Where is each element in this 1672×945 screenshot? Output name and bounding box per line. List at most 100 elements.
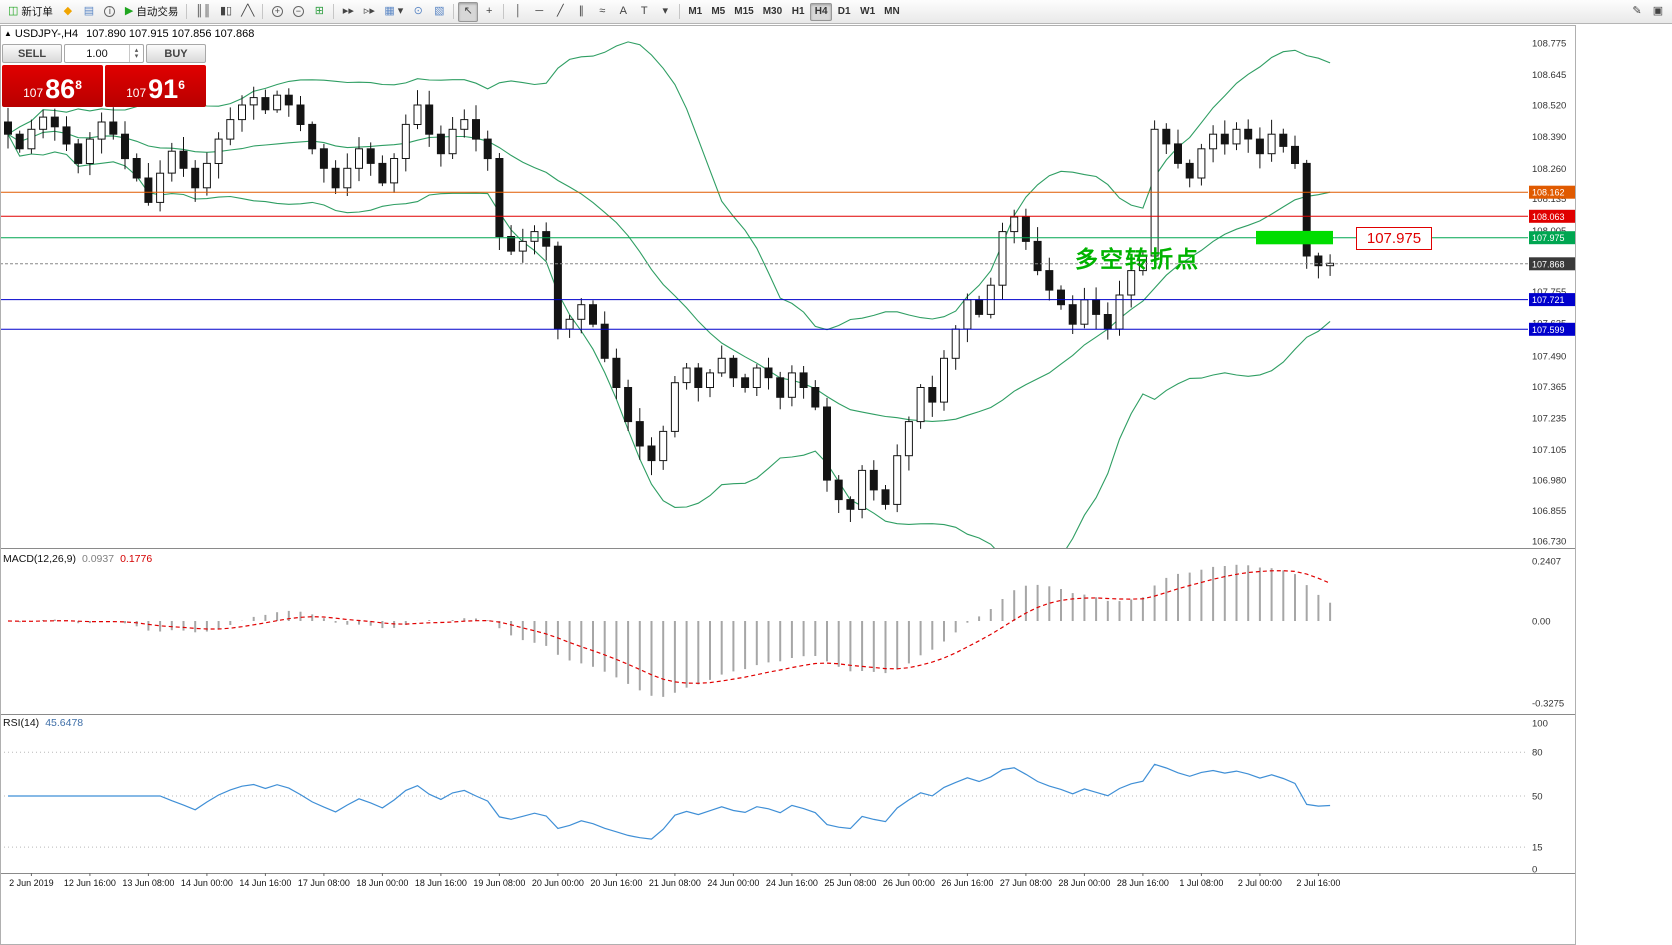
timeframe-h1-button[interactable]: H1: [791, 6, 805, 17]
ask-pipette: 6: [178, 78, 185, 92]
svg-text:50: 50: [1532, 792, 1543, 803]
rsi-pane-title: RSI(14) 45.6478: [3, 717, 83, 729]
cursor-icon: ↖: [463, 5, 473, 17]
timeframe-d1-button[interactable]: D1: [837, 6, 851, 17]
market-watch-button[interactable]: ◆: [58, 2, 78, 22]
svg-text:18 Jun 00:00: 18 Jun 00:00: [356, 878, 408, 888]
text-label-button[interactable]: T: [634, 2, 654, 22]
macd-axis: 0.2407 0.00 -0.3275: [1532, 556, 1564, 709]
crosshair-button[interactable]: +: [479, 2, 499, 22]
timeframe-m1-button[interactable]: M1: [688, 6, 703, 17]
timeframe-m30-button[interactable]: M30: [762, 6, 783, 17]
timeframe-mn-button[interactable]: MN: [884, 6, 900, 17]
svg-text:15: 15: [1532, 843, 1543, 854]
buy-button[interactable]: BUY: [146, 44, 206, 63]
volume-spinner[interactable]: ▴ ▾: [129, 45, 143, 62]
bid-pipette: 8: [75, 78, 82, 92]
sell-button[interactable]: SELL: [2, 44, 62, 63]
horizontal-line-button[interactable]: ─: [529, 2, 549, 22]
cursor-button[interactable]: ↖: [458, 1, 479, 22]
macd-title-text: MACD(12,26,9): [3, 553, 76, 565]
fibonacci-icon: ≈: [599, 5, 606, 17]
buy-price-display[interactable]: 107 91 6: [105, 65, 206, 107]
timeframe-w1-button[interactable]: W1: [860, 6, 876, 17]
highlight-rect-object[interactable]: [1256, 230, 1333, 245]
channel-button[interactable]: ∥: [571, 2, 591, 22]
auto-trading-label: 自动交易: [136, 6, 179, 18]
candlestick-chart-button[interactable]: ▮▯: [216, 2, 236, 22]
indicators-button[interactable]: ▧: [429, 2, 449, 22]
channel-icon: ∥: [578, 5, 585, 17]
chart-canvas[interactable]: 108.775 108.645 108.520 108.390 108.260 108.1…: [0, 25, 1576, 945]
chart-shift-button[interactable]: ▹▸: [359, 2, 379, 22]
panels-button[interactable]: ▣: [1648, 2, 1668, 22]
chevron-down-icon: ▾: [662, 5, 669, 17]
text-button[interactable]: A: [613, 2, 633, 22]
macd-pane-title: MACD(12,26,9) 0.0937 0.1776: [3, 553, 152, 565]
chart-annotation-text[interactable]: 多空转折点: [1075, 246, 1200, 272]
volume-value[interactable]: 1.00: [86, 47, 108, 60]
fibonacci-button[interactable]: ≈: [592, 2, 612, 22]
svg-text:106.980: 106.980: [1532, 476, 1566, 487]
svg-text:107.599: 107.599: [1532, 325, 1565, 335]
ask-big-figure: 91: [148, 74, 179, 104]
price-axis: 108.775 108.645 108.520 108.390 108.260 108.1…: [1529, 38, 1575, 548]
svg-text:108.162: 108.162: [1532, 188, 1565, 198]
pencil-icon: ✎: [1632, 5, 1642, 17]
line-chart-button[interactable]: ╱╲: [237, 2, 258, 22]
svg-text:2 Jul 00:00: 2 Jul 00:00: [1238, 878, 1282, 888]
svg-text:106.730: 106.730: [1532, 537, 1566, 548]
shapes-dropdown-button[interactable]: ▾: [655, 2, 675, 22]
svg-text:12 Jun 16:00: 12 Jun 16:00: [64, 878, 116, 888]
ohlc-values: 107.890 107.915 107.856 107.868: [86, 28, 255, 40]
zoom-out-button[interactable]: −: [288, 2, 308, 22]
svg-text:27 Jun 08:00: 27 Jun 08:00: [1000, 878, 1052, 888]
vertical-line-button[interactable]: │: [508, 2, 528, 22]
svg-text:108.135: 108.135: [1532, 194, 1566, 205]
macd-histogram: [18, 564, 1332, 697]
rsi-axis: 100 80 50 15 0: [1532, 719, 1548, 876]
svg-text:107.975: 107.975: [1532, 233, 1565, 243]
bid-prefix: 107: [23, 86, 44, 100]
timeframe-m5-button[interactable]: M5: [711, 6, 726, 17]
navigator-button[interactable]: i: [100, 2, 120, 22]
spinner-down-icon[interactable]: ▾: [134, 52, 139, 60]
svg-text:14 Jun 16:00: 14 Jun 16:00: [239, 878, 291, 888]
chart-title: ▲ USDJPY-,H4 107.890 107.915 107.856 107.8…: [4, 28, 254, 40]
volume-stepper[interactable]: 1.00 ▴ ▾: [64, 44, 144, 63]
toolbar-separator: [453, 4, 455, 19]
svg-text:100: 100: [1532, 719, 1548, 730]
bar-chart-icon: ║║: [195, 5, 211, 17]
timeframe-m15-button[interactable]: M15: [734, 6, 754, 17]
bar-chart-button[interactable]: ║║: [191, 2, 215, 22]
spinner-up-icon[interactable]: ▴: [134, 46, 139, 54]
new-order-button[interactable]: ◫ 新订单: [4, 2, 57, 22]
timeframe-h4-button[interactable]: H4: [810, 2, 833, 21]
auto-trading-button[interactable]: ▶ 自动交易: [121, 2, 182, 22]
svg-text:17 Jun 08:00: 17 Jun 08:00: [298, 878, 350, 888]
svg-text:107.755: 107.755: [1532, 287, 1566, 298]
symbol-name: USDJPY-,H4: [14, 28, 79, 40]
grid-button[interactable]: ⊞: [309, 2, 329, 22]
rsi-line: [8, 763, 1331, 840]
crosshair-icon: +: [486, 5, 493, 17]
auto-scroll-button[interactable]: ▸▸: [338, 2, 358, 22]
svg-text:26 Jun 16:00: 26 Jun 16:00: [941, 878, 993, 888]
zoom-out-icon: −: [292, 6, 304, 17]
macd-main-value: 0.0937: [81, 553, 115, 565]
svg-text:1 Jul 08:00: 1 Jul 08:00: [1179, 878, 1223, 888]
svg-text:107.721: 107.721: [1532, 295, 1565, 305]
svg-text:108.260: 108.260: [1532, 164, 1566, 175]
period-button[interactable]: ⊙: [408, 2, 428, 22]
edit-button[interactable]: ✎: [1627, 2, 1647, 22]
trendline-button[interactable]: ╱: [550, 2, 570, 22]
price-callout-label[interactable]: 107.975: [1356, 227, 1432, 250]
sell-price-display[interactable]: 107 86 8: [2, 65, 103, 107]
toolbar-separator: [679, 4, 681, 19]
templates-button[interactable]: ▦ ▾: [380, 2, 407, 22]
zoom-in-icon: +: [271, 6, 283, 17]
time-axis[interactable]: 2 Jun 2019 12 Jun 16:00 13 Jun 08:00 14 …: [9, 873, 1340, 888]
market-watch-icon: ◆: [63, 5, 73, 17]
chart-window-button[interactable]: ▤: [79, 2, 99, 22]
zoom-in-button[interactable]: +: [267, 2, 287, 22]
